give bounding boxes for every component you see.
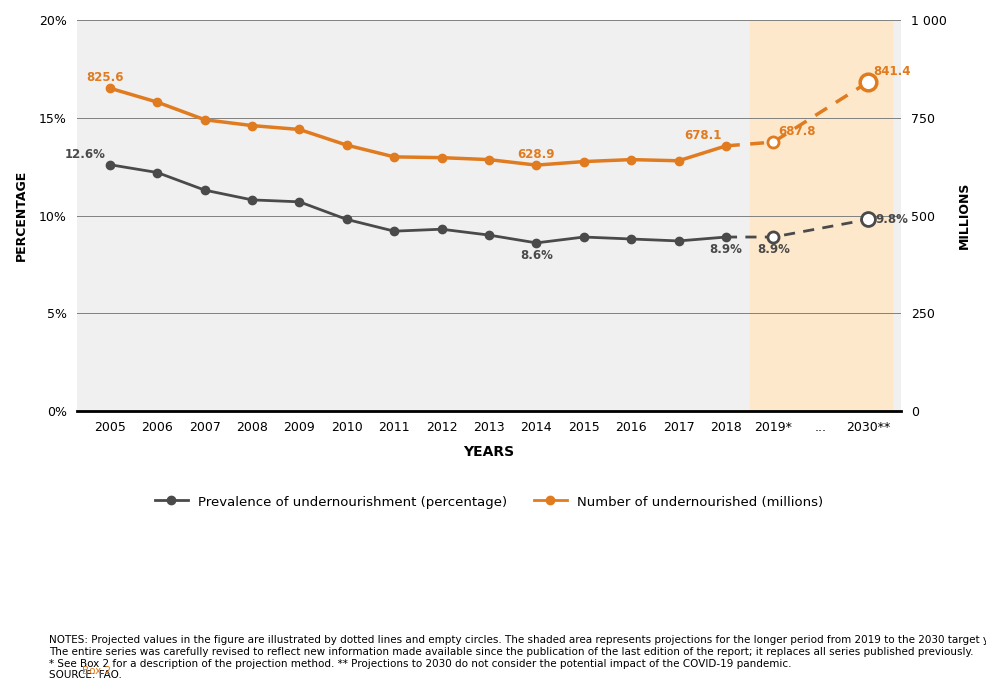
Text: 9.8%: 9.8% xyxy=(876,213,908,226)
Y-axis label: PERCENTAGE: PERCENTAGE xyxy=(15,170,28,261)
Legend: Prevalence of undernourishment (percentage), Number of undernourished (millions): Prevalence of undernourishment (percenta… xyxy=(149,490,828,514)
Text: 12.6%: 12.6% xyxy=(64,148,106,161)
Text: 8.9%: 8.9% xyxy=(757,243,790,256)
Text: 628.9: 628.9 xyxy=(518,149,555,161)
Y-axis label: MILLIONS: MILLIONS xyxy=(958,182,971,249)
Text: 8.6%: 8.6% xyxy=(520,248,553,262)
Text: Box 2: Box 2 xyxy=(82,666,111,676)
Text: NOTES: Projected values in the figure are illustrated by dotted lines and empty : NOTES: Projected values in the figure ar… xyxy=(49,635,986,680)
Text: 687.8: 687.8 xyxy=(778,125,815,138)
Text: 678.1: 678.1 xyxy=(684,129,721,142)
Text: 8.9%: 8.9% xyxy=(710,243,742,256)
Text: 841.4: 841.4 xyxy=(873,65,910,78)
Bar xyxy=(749,20,891,411)
Text: 825.6: 825.6 xyxy=(86,71,123,84)
X-axis label: YEARS: YEARS xyxy=(463,445,515,459)
